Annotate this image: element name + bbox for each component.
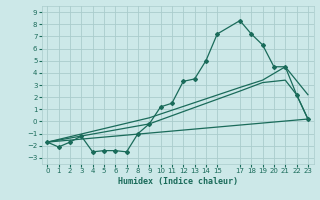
X-axis label: Humidex (Indice chaleur): Humidex (Indice chaleur) — [118, 177, 237, 186]
